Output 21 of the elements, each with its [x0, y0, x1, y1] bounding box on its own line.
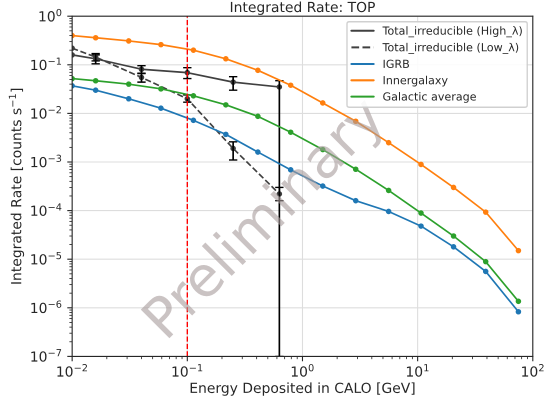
y-tick-label: 10$^{0}$	[40, 8, 62, 22]
x-tick-label: 10$^{1}$	[406, 364, 429, 377]
y-tick-label: 10$^{−4}$	[31, 203, 62, 216]
y-tick-label: 10$^{−3}$	[31, 154, 62, 168]
y-tick-label: 10$^{−2}$	[31, 106, 61, 119]
y-tick-label: 10$^{−1}$	[31, 58, 62, 70]
y-axis-title: Integrated Rate [counts s$^{−1}$]	[8, 88, 24, 284]
x-tick-label: 10$^{−2}$	[57, 364, 87, 377]
x-tick-label: 10$^{2}$	[522, 364, 544, 377]
legend-label: Total_irreducible (Low_λ)	[382, 42, 518, 54]
legend-label: Innergalaxy	[384, 76, 448, 86]
legend-label: Galactic average	[383, 92, 476, 103]
y-tick-label: 10$^{−5}$	[31, 252, 62, 265]
x-tick-label: 10$^{0}$	[292, 364, 314, 377]
x-tick-label: 10$^{−1}$	[172, 364, 202, 377]
y-tick-label: 10$^{−6}$	[31, 300, 62, 314]
x-axis-title: Energy Deposited in CALO [GeV]	[190, 382, 414, 396]
legend-label: Total_irreducible (High_λ)	[382, 26, 522, 38]
y-tick-label: 10$^{−7}$	[31, 349, 62, 362]
legend-label: IGRB	[384, 60, 409, 68]
chart-title: Integrated Rate: TOP	[230, 1, 375, 15]
